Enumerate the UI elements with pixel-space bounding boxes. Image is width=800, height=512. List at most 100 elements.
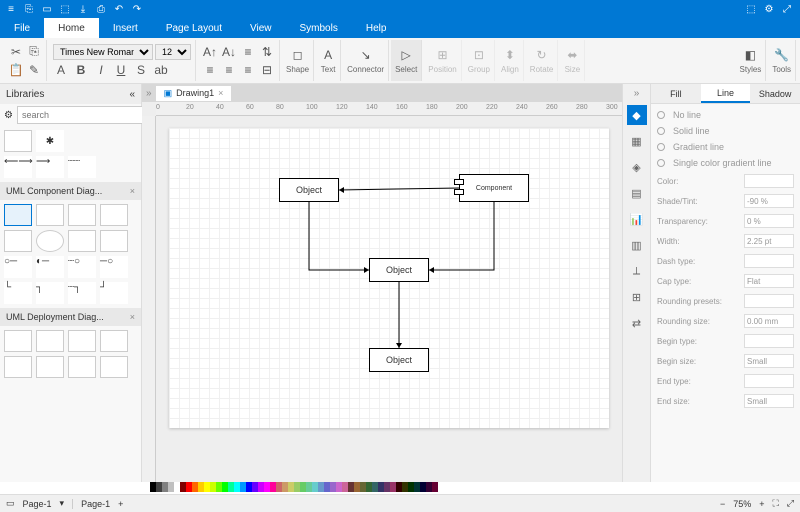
grid-icon[interactable]: ⊞ (627, 287, 647, 307)
panel-tab-line[interactable]: Line (701, 84, 751, 103)
library-shape[interactable] (100, 356, 128, 378)
property-value[interactable]: -90 % (744, 194, 794, 208)
align-right-icon[interactable]: ≡ (240, 62, 256, 78)
expand-right-icon[interactable]: » (634, 88, 640, 99)
color-swatch[interactable] (432, 482, 438, 492)
library-shape[interactable] (36, 230, 64, 252)
close-tab-icon[interactable]: × (218, 88, 223, 98)
layers-icon[interactable]: ◈ (627, 157, 647, 177)
library-shape[interactable]: └ (4, 282, 32, 304)
property-value[interactable]: 0 % (744, 214, 794, 228)
valign-icon[interactable]: ⊟ (259, 62, 275, 78)
snap-icon[interactable]: ⇄ (627, 313, 647, 333)
titlebar-icon[interactable]: ⬚ (58, 2, 72, 16)
library-shape[interactable] (4, 204, 32, 226)
image-icon[interactable]: ▦ (627, 131, 647, 151)
library-shape[interactable]: ⟵⟶ (4, 156, 32, 178)
document-tab[interactable]: ▣Drawing1× (156, 86, 232, 101)
diagram-node[interactable]: Object (279, 178, 339, 202)
library-shape[interactable] (68, 204, 96, 226)
diagram-node[interactable]: Object (369, 258, 429, 282)
library-shape[interactable] (4, 130, 32, 152)
library-shape[interactable] (4, 356, 32, 378)
titlebar-right-icon[interactable]: ⬚ (744, 2, 758, 16)
zoom-in-icon[interactable]: + (759, 499, 764, 509)
titlebar-icon[interactable]: ↶ (112, 2, 126, 16)
menu-help[interactable]: Help (352, 18, 401, 38)
bullets-icon[interactable]: ≡ (240, 44, 256, 60)
chart-icon[interactable]: 📊 (627, 209, 647, 229)
font-color-icon[interactable]: A (53, 62, 69, 78)
line-style-option[interactable]: Gradient line (657, 142, 794, 152)
copy-icon[interactable]: ⎘ (26, 44, 42, 60)
property-value[interactable]: 2.25 pt (744, 234, 794, 248)
library-shape[interactable]: ┈┈ (68, 156, 96, 178)
titlebar-icon[interactable]: ⎘ (22, 2, 36, 16)
library-search-input[interactable] (17, 106, 144, 124)
page-setup-icon[interactable]: ▤ (627, 183, 647, 203)
library-shape[interactable] (36, 356, 64, 378)
menu-file[interactable]: File (0, 18, 44, 38)
bold-icon[interactable]: B (73, 62, 89, 78)
library-shape[interactable]: ⟶ (36, 156, 64, 178)
italic-icon[interactable]: I (93, 62, 109, 78)
property-value[interactable] (744, 334, 794, 348)
spacing-icon[interactable]: ⇅ (259, 44, 275, 60)
format-icon[interactable]: ◆ (627, 105, 647, 125)
library-shape[interactable] (100, 330, 128, 352)
menu-symbols[interactable]: Symbols (286, 18, 352, 38)
library-shape[interactable]: ┈┐ (68, 282, 96, 304)
canvas[interactable]: ObjectComponentObjectObject (156, 116, 622, 482)
titlebar-icon[interactable]: ≡ (4, 2, 18, 16)
property-value[interactable] (744, 374, 794, 388)
add-page-icon[interactable]: + (118, 499, 123, 509)
line-style-option[interactable]: No line (657, 110, 794, 120)
expand-panel-icon[interactable]: » (146, 88, 152, 99)
property-value[interactable] (744, 294, 794, 308)
page[interactable]: ObjectComponentObjectObject (169, 128, 609, 428)
panel-tab-shadow[interactable]: Shadow (750, 84, 800, 103)
zoom-out-icon[interactable]: − (720, 499, 725, 509)
property-value[interactable] (744, 174, 794, 188)
cut-icon[interactable]: ✂ (8, 44, 24, 60)
titlebar-icon[interactable]: ⎙ (94, 2, 108, 16)
library-shape[interactable] (68, 230, 96, 252)
property-value[interactable]: Small (744, 394, 794, 408)
styles-icon[interactable]: ◧ (742, 47, 758, 63)
ruler-icon[interactable]: ⟂ (627, 261, 647, 281)
menu-insert[interactable]: Insert (99, 18, 152, 38)
property-value[interactable]: 0.00 mm (744, 314, 794, 328)
data-icon[interactable]: ▥ (627, 235, 647, 255)
align-center-icon[interactable]: ≡ (221, 62, 237, 78)
property-value[interactable]: Flat (744, 274, 794, 288)
tools-icon[interactable]: 🔧 (774, 47, 790, 63)
titlebar-icon[interactable]: ↷ (130, 2, 144, 16)
library-shape[interactable] (36, 204, 64, 226)
format-painter-icon[interactable]: ✎ (26, 62, 42, 78)
property-value[interactable] (744, 254, 794, 268)
library-shape[interactable]: ─○ (100, 256, 128, 278)
panel-tab-fill[interactable]: Fill (651, 84, 701, 103)
shape-icon[interactable]: ◻ (290, 47, 306, 63)
connector-icon[interactable]: ↘ (358, 47, 374, 63)
library-section[interactable]: UML Component Diag...× (0, 182, 141, 200)
underline-icon[interactable]: U (113, 62, 129, 78)
line-style-option[interactable]: Solid line (657, 126, 794, 136)
highlight-icon[interactable]: ab (153, 62, 169, 78)
text-icon[interactable]: A (320, 47, 336, 63)
library-shape[interactable] (68, 356, 96, 378)
select-icon[interactable]: ▷ (398, 47, 414, 63)
library-section[interactable]: UML Deployment Diag...× (0, 308, 141, 326)
align-left-icon[interactable]: ≡ (202, 62, 218, 78)
font-family-select[interactable]: Times New Roman (53, 44, 153, 60)
library-shape[interactable] (100, 204, 128, 226)
page-tab[interactable]: Page-1 (23, 499, 52, 509)
library-shape[interactable] (4, 330, 32, 352)
library-shape[interactable]: ✱ (36, 130, 64, 152)
increase-font-icon[interactable]: A↑ (202, 44, 218, 60)
close-section-icon[interactable]: × (130, 312, 135, 322)
line-style-option[interactable]: Single color gradient line (657, 158, 794, 168)
close-section-icon[interactable]: × (130, 186, 135, 196)
decrease-font-icon[interactable]: A↓ (221, 44, 237, 60)
library-shape[interactable] (100, 230, 128, 252)
